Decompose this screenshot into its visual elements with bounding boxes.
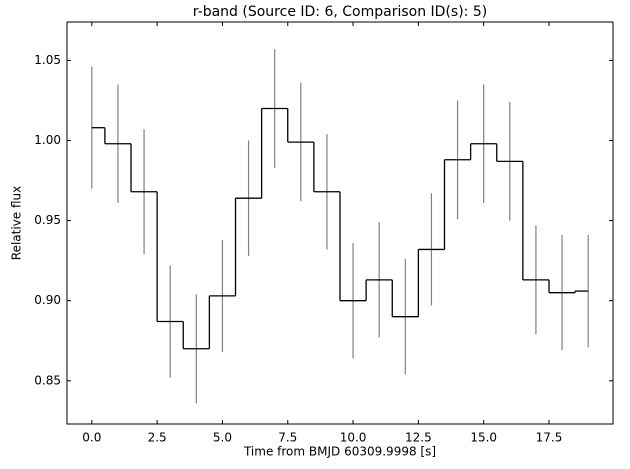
plot-frame <box>66 21 614 425</box>
y-tick-label: 1.00 <box>34 133 61 147</box>
x-tick-label: 2.5 <box>148 431 167 445</box>
y-axis-label: Relative flux <box>10 186 24 260</box>
chart-title: r-band (Source ID: 6, Comparison ID(s): … <box>193 4 487 20</box>
y-tick-label: 0.90 <box>34 293 61 307</box>
x-tick-label: 0.0 <box>82 431 101 445</box>
x-tick-label: 5.0 <box>213 431 232 445</box>
x-tick-label: 10.0 <box>340 431 367 445</box>
x-axis-label: Time from BMJD 60309.9998 [s] <box>243 445 436 459</box>
x-tick-label: 12.5 <box>405 431 432 445</box>
y-tick-label: 1.05 <box>34 53 61 67</box>
x-tick-label: 7.5 <box>278 431 297 445</box>
x-tick-label: 17.5 <box>536 431 563 445</box>
y-tick-label: 0.85 <box>34 373 61 387</box>
x-tick-label: 15.0 <box>470 431 497 445</box>
y-tick-label: 0.95 <box>34 213 61 227</box>
